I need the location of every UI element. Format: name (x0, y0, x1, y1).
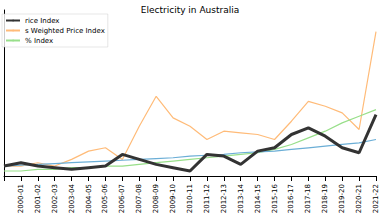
svg-text:2012-13: 2012-13 (220, 184, 228, 213)
svg-text:2004-05: 2004-05 (85, 184, 93, 213)
svg-text:2010-11: 2010-11 (186, 184, 194, 213)
svg-text:2018-19: 2018-19 (321, 184, 329, 213)
svg-text:2000-01: 2000-01 (17, 184, 25, 213)
svg-text:2003-04: 2003-04 (68, 183, 76, 213)
svg-text:2002-03: 2002-03 (51, 184, 59, 213)
svg-text:2006-07: 2006-07 (118, 184, 126, 213)
svg-text:2017-18: 2017-18 (304, 184, 312, 213)
svg-text:Electricity in Australia: Electricity in Australia (141, 5, 239, 15)
svg-text:2005-06: 2005-06 (101, 183, 109, 213)
svg-text:2016-17: 2016-17 (287, 184, 295, 213)
svg-text:2014-15: 2014-15 (254, 184, 262, 213)
svg-text:rice Index: rice Index (25, 17, 59, 25)
svg-text:2021-22: 2021-22 (372, 184, 380, 213)
svg-text:2009-10: 2009-10 (169, 184, 177, 213)
svg-text:2020-21: 2020-21 (355, 184, 363, 213)
svg-text:2015-16: 2015-16 (271, 183, 279, 213)
svg-text:2008-09: 2008-09 (152, 184, 160, 213)
svg-text:2007-08: 2007-08 (135, 184, 143, 213)
svg-text:2013-14: 2013-14 (237, 183, 245, 213)
svg-text:2019-20: 2019-20 (338, 184, 346, 213)
svg-text:% Index: % Index (25, 37, 53, 45)
svg-text:2011-12: 2011-12 (203, 184, 211, 213)
svg-text:s Weighted Price Index: s Weighted Price Index (25, 27, 105, 35)
svg-text:2001-02: 2001-02 (34, 184, 42, 213)
